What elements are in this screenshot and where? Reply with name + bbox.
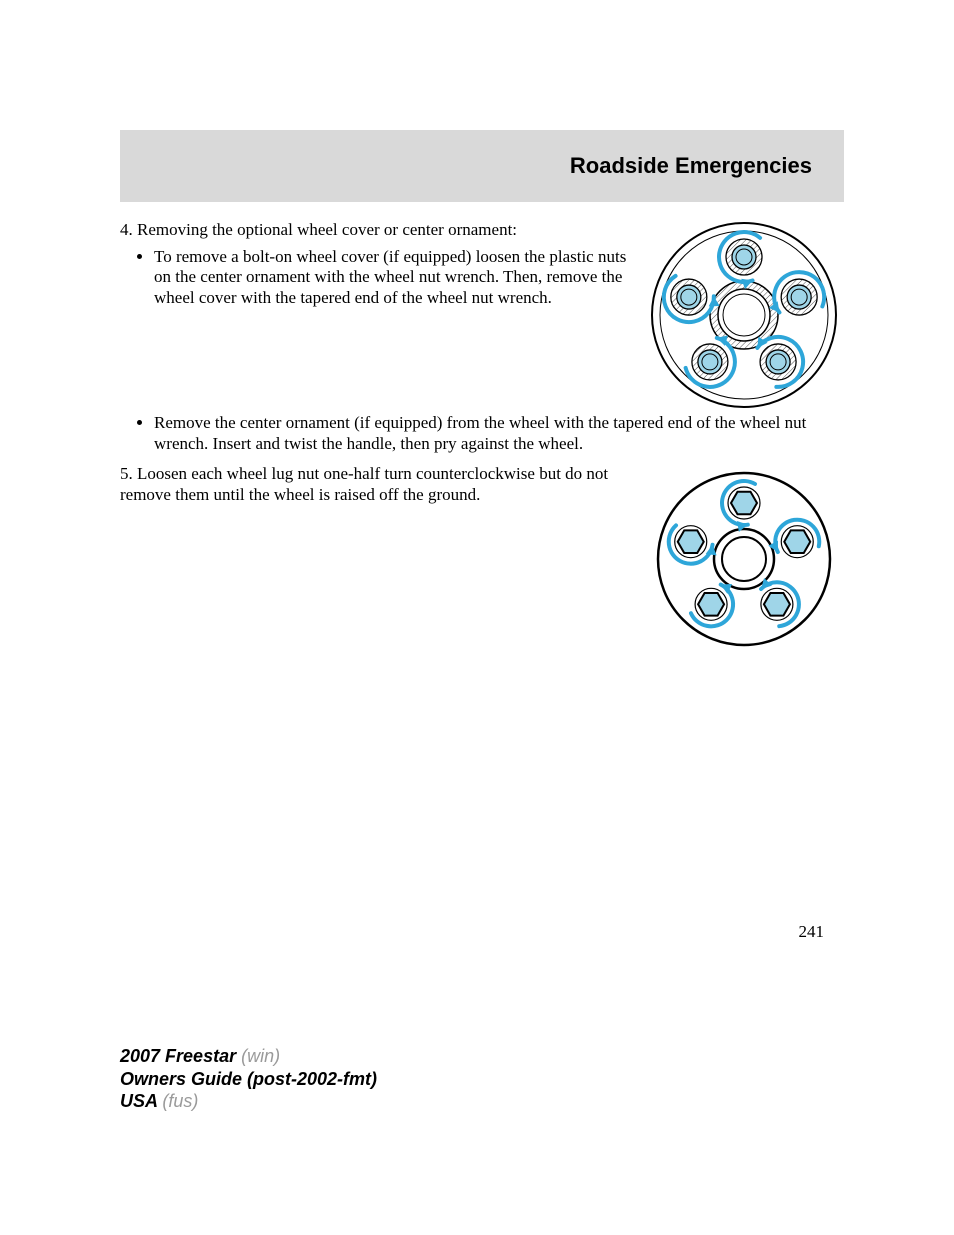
step-4-bullet-2: Remove the center ornament (if equipped)… [154, 413, 844, 454]
header-bar: Roadside Emergencies [120, 130, 844, 202]
step-4-lead: 4. Removing the optional wheel cover or … [120, 220, 628, 241]
footer-region: USA [120, 1091, 162, 1111]
wheel-cover-diagram [644, 220, 844, 415]
body-content: 4. Removing the optional wheel cover or … [120, 220, 844, 659]
footer-block: 2007 Freestar (win) Owners Guide (post-2… [120, 1045, 377, 1113]
page-title: Roadside Emergencies [570, 153, 812, 179]
step-4-bullet-1: To remove a bolt-on wheel cover (if equi… [154, 247, 628, 309]
footer-vehicle: 2007 Freestar [120, 1046, 241, 1066]
page-number: 241 [799, 922, 825, 942]
footer-region-code: (fus) [162, 1091, 198, 1111]
footer-guide: Owners Guide (post-2002-fmt) [120, 1069, 377, 1089]
lug-nut-diagram [644, 464, 844, 659]
step-5-text: 5. Loosen each wheel lug nut one-half tu… [120, 464, 628, 505]
footer-vehicle-code: (win) [241, 1046, 280, 1066]
